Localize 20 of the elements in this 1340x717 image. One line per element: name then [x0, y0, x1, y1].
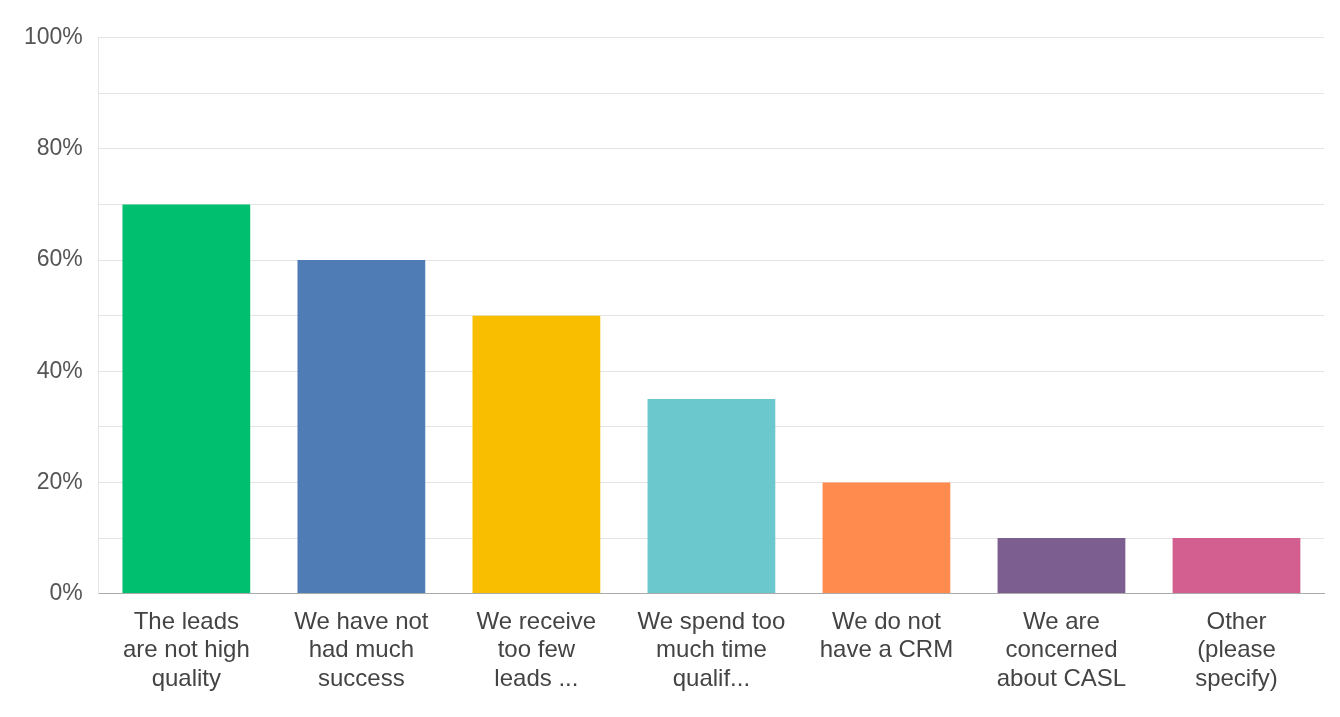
y-tick-label: 80% — [36, 134, 83, 161]
y-tick-label: 40% — [36, 356, 83, 383]
x-tick-label: We spend too much time qualif... — [637, 606, 786, 692]
x-tick-label: We receive too few leads ... — [476, 606, 597, 692]
x-tick-label: We do not have a CRM — [819, 606, 954, 663]
bar — [997, 538, 1126, 594]
bar — [297, 260, 426, 594]
x-tick-label: The leads are not high quality — [122, 606, 250, 692]
bar — [822, 482, 951, 594]
bar — [647, 399, 776, 594]
y-tick-label: 20% — [36, 467, 83, 494]
bar — [472, 315, 601, 594]
x-tick-label: Other (please specify) — [1195, 606, 1278, 692]
bar — [122, 204, 251, 594]
x-tick-label: We have not had much success — [294, 606, 429, 692]
x-tick-label: We are concerned about CASL — [996, 606, 1127, 692]
y-tick-label: 100% — [24, 23, 83, 50]
bar — [1172, 538, 1301, 594]
y-tick-label: 60% — [36, 245, 83, 272]
y-tick-label: 0% — [49, 578, 83, 605]
